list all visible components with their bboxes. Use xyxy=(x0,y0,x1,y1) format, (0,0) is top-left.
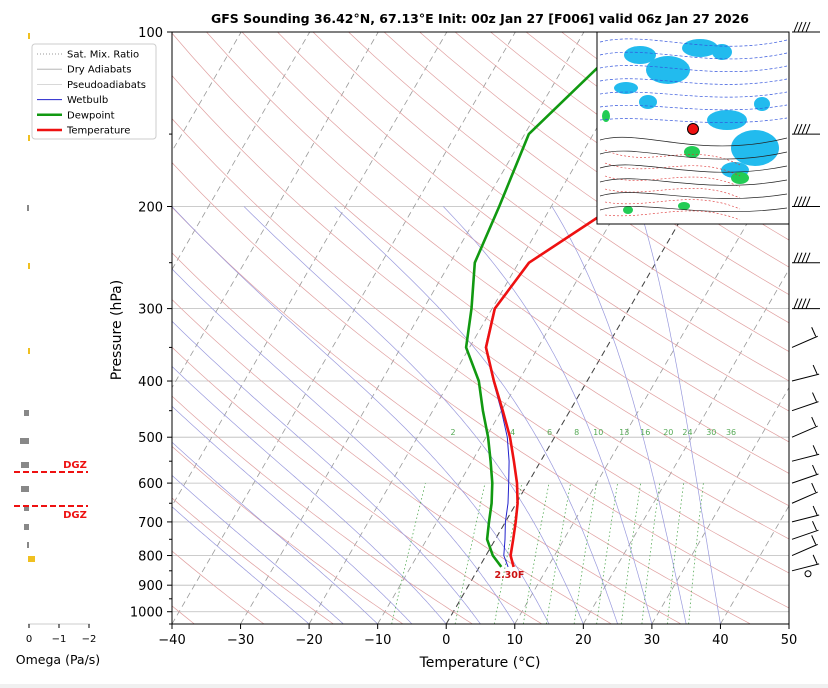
x-tick-label: −10 xyxy=(364,633,391,648)
legend-label: Wetbulb xyxy=(67,95,108,106)
y-tick-label: 800 xyxy=(138,550,163,565)
y-tick-label: 400 xyxy=(138,375,163,390)
legend-label: Dry Adiabats xyxy=(67,65,131,76)
y-tick-label: 100 xyxy=(138,26,163,41)
precip-area xyxy=(707,110,747,130)
mixing-ratio-label: 36 xyxy=(726,428,736,437)
omega-tick-label: −1 xyxy=(52,634,67,645)
mixing-ratio-label: 10 xyxy=(593,428,603,437)
x-tick-label: 40 xyxy=(712,633,729,648)
chart-title: GFS Sounding 36.42°N, 67.13°E Init: 00z … xyxy=(211,11,749,26)
omega-bar xyxy=(28,263,30,269)
surface-annotation: 2.30F xyxy=(494,570,524,581)
legend-label: Temperature xyxy=(66,126,130,137)
x-tick-label: 30 xyxy=(644,633,661,648)
y-tick-label: 500 xyxy=(138,431,163,446)
dgz-label: DGZ xyxy=(63,460,87,471)
precip-area xyxy=(602,110,610,122)
location-marker xyxy=(688,124,699,135)
omega-bar xyxy=(28,33,30,39)
map-inset xyxy=(597,32,789,224)
y-tick-label: 1000 xyxy=(130,606,163,621)
omega-bar xyxy=(21,462,29,468)
omega-tick-label: −2 xyxy=(82,634,97,645)
y-tick-label: 700 xyxy=(138,516,163,531)
x-tick-label: −20 xyxy=(295,633,322,648)
precip-area xyxy=(639,95,657,109)
y-tick-label: 600 xyxy=(138,477,163,492)
omega-bar xyxy=(27,542,29,548)
y-tick-label: 900 xyxy=(138,579,163,594)
y-tick-label: 300 xyxy=(138,303,163,318)
precip-area xyxy=(678,202,690,210)
surface-annotation-group: 2.30F xyxy=(494,570,524,581)
dgz-label: DGZ xyxy=(63,510,87,521)
mixing-ratio-label: 8 xyxy=(574,428,579,437)
legend: Sat. Mix. Ratio Dry Adiabats Pseudoadiabat… xyxy=(32,44,156,139)
mixing-ratio-label: 16 xyxy=(640,428,650,437)
x-tick-label: 10 xyxy=(507,633,524,648)
precip-area xyxy=(731,130,779,166)
omega-tick-label: 0 xyxy=(26,634,32,645)
mixing-ratio-label: 2 xyxy=(450,428,455,437)
omega-bar xyxy=(27,205,29,211)
legend-label: Sat. Mix. Ratio xyxy=(67,50,139,61)
omega-axis-label: Omega (Pa/s) xyxy=(16,652,100,667)
mixing-ratio-label: 20 xyxy=(663,428,673,437)
omega-bar xyxy=(21,486,29,492)
x-tick-label: −40 xyxy=(158,633,185,648)
mixing-ratio-label: 6 xyxy=(547,428,552,437)
precip-area xyxy=(684,146,700,158)
x-tick-label: 20 xyxy=(575,633,592,648)
y-tick-label: 200 xyxy=(138,201,163,216)
x-tick-label: 50 xyxy=(781,633,798,648)
omega-bar xyxy=(28,135,30,141)
legend-label: Dewpoint xyxy=(67,110,115,121)
x-axis-label: Temperature (°C) xyxy=(419,655,541,671)
omega-bar xyxy=(24,410,29,416)
omega-bar xyxy=(28,556,35,562)
precip-area xyxy=(731,172,749,184)
x-tick-label: 0 xyxy=(442,633,450,648)
mixing-ratio-label: 13 xyxy=(619,428,629,437)
mixing-ratio-label: 24 xyxy=(682,428,692,437)
mixing-ratio-label: 30 xyxy=(706,428,716,437)
mixing-ratio-label: 4 xyxy=(510,428,515,437)
omega-bar xyxy=(28,348,30,354)
x-tick-label: −30 xyxy=(227,633,254,648)
omega-bar xyxy=(24,524,29,530)
legend-label: Pseudoadiabats xyxy=(67,80,146,91)
precip-area xyxy=(623,206,633,214)
y-axis-label: Pressure (hPa) xyxy=(109,280,125,380)
omega-bar xyxy=(20,438,29,444)
